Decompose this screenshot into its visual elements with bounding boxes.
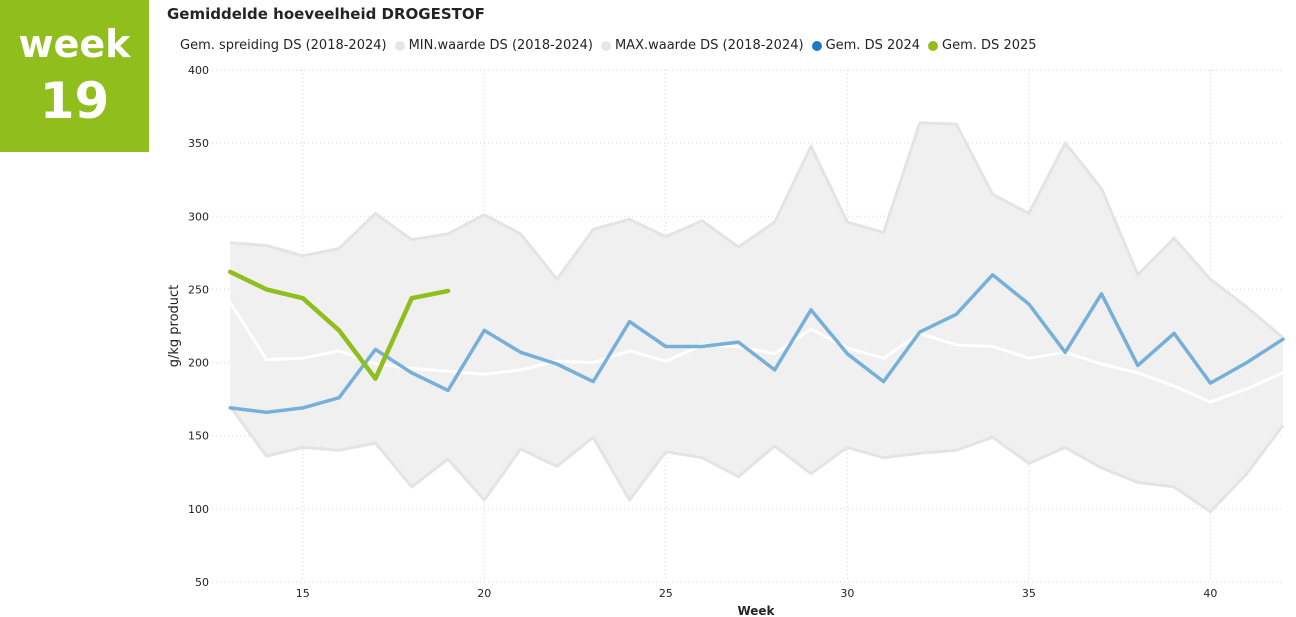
x-tick-label: 35 [1022,587,1036,600]
max-line [230,121,1284,339]
legend-marker-ds2025 [928,40,939,51]
week-badge: week 19 [0,0,149,152]
week-badge-word: week [18,22,131,66]
y-tick-label: 250 [188,283,209,296]
legend-label-ds2024: Gem. DS 2024 [825,38,921,53]
week-badge-number: 19 [39,72,110,130]
x-tick-label: 25 [659,587,673,600]
x-tick-label: 30 [840,587,854,600]
ds2025-line [227,269,451,381]
min-line [228,405,1285,514]
x-tick-label: 40 [1203,587,1217,600]
legend-marker-ds2024 [811,40,822,51]
series-lines [227,269,1285,415]
band-area [230,122,1284,512]
legend-label-spreiding: Gem. spreiding DS (2018-2024) [180,38,387,53]
y-tick-label: 300 [188,210,209,223]
legend-item-ds2024[interactable]: Gem. DS 2024 [811,38,921,53]
legend-item-ds2025[interactable]: Gem. DS 2025 [928,38,1037,53]
min-max-band [228,121,1285,514]
y-tick-label: 400 [188,64,209,77]
y-tick-label: 150 [188,430,209,443]
chart-title: Gemiddelde hoeveelheid DROGESTOF [167,5,485,23]
legend-label-min: MIN.waarde DS (2018-2024) [408,38,593,53]
legend-marker-max [600,40,611,51]
legend-label-ds2025: Gem. DS 2025 [942,38,1037,53]
legend-marker-min [394,40,405,51]
y-axis-label: g/kg product [167,285,182,368]
axis-ticks: 50 100 150 200 250 300 350 400 15 20 25 30 35 40 [188,64,1217,600]
legend-item-min[interactable]: MIN.waarde DS (2018-2024) [394,38,593,53]
y-tick-label: 350 [188,137,209,150]
x-tick-label: 20 [477,587,491,600]
y-tick-label: 50 [195,576,209,589]
y-tick-label: 200 [188,357,209,370]
legend-item-spreiding[interactable]: Gem. spreiding DS (2018-2024) [180,38,387,53]
x-axis-label: Week [737,604,775,617]
legend-item-max[interactable]: MAX.waarde DS (2018-2024) [600,38,804,53]
x-tick-label: 15 [296,587,310,600]
y-tick-label: 100 [188,503,209,516]
legend-label-max: MAX.waarde DS (2018-2024) [614,38,804,53]
chart-legend: Gem. spreiding DS (2018-2024) MIN.waarde… [180,38,1045,53]
ds2024-line [228,273,1285,415]
